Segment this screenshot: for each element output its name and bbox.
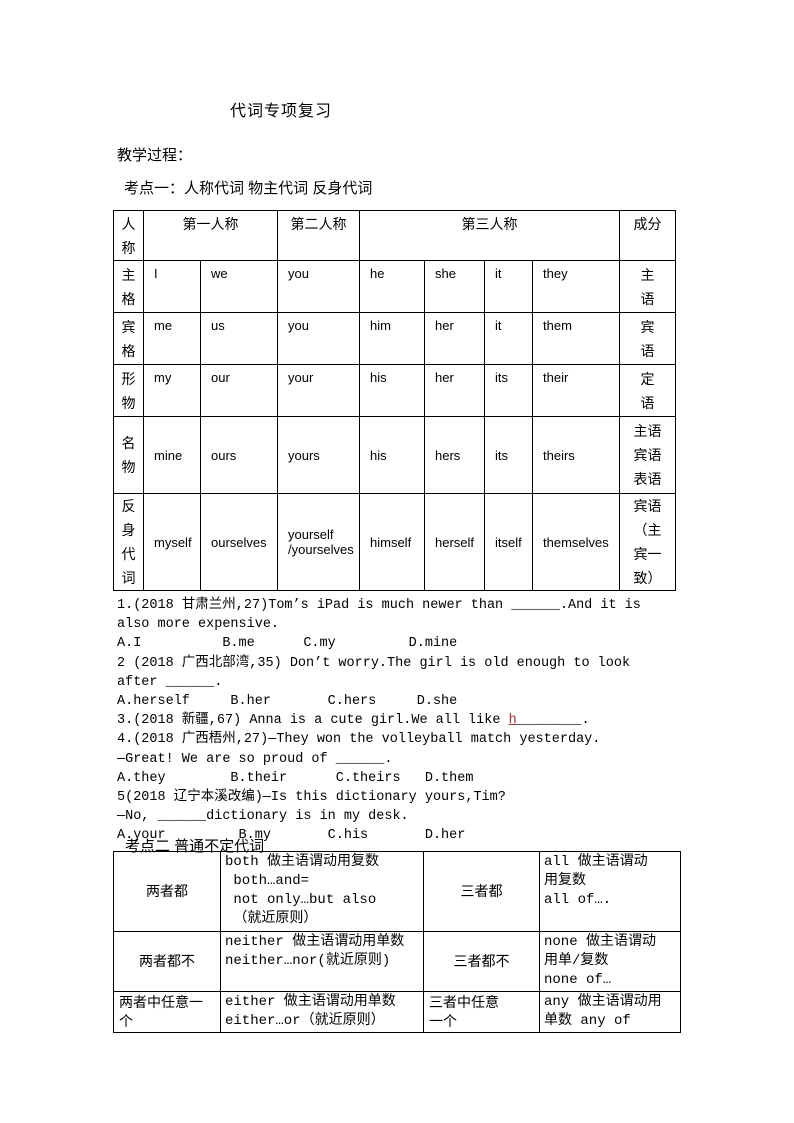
question-line: 2 (2018 广西北部湾,35) Don’t worry.The girl i… — [117, 655, 631, 671]
answer-options-line: A.your B.my C.his D.her — [117, 828, 466, 844]
pronoun-cell: it — [484, 312, 533, 365]
pronoun-cell: us — [200, 312, 278, 365]
pronoun-cell: her — [424, 364, 485, 417]
question-line: 1.(2018 甘肃兰州,27)Tom’s iPad is much newer… — [117, 598, 641, 613]
pronoun-cell: mine — [143, 416, 201, 494]
table-row: 两者中任意一 个 either 做主语谓动用单数 either…or（就近原则）… — [113, 991, 681, 1033]
header-first-person: 第一人称 — [143, 210, 278, 261]
question-line: 5(2018 辽宁本溪改编)—Is this dictionary yours,… — [117, 789, 506, 805]
question-line: 4.(2018 广西梧州,27)—They won the volleyball… — [117, 732, 601, 748]
row-label: 主 格 — [113, 260, 144, 313]
role-cell: 定 语 — [619, 364, 676, 417]
rule-cell: both 做主语谓动用复数 both…and= not only…but als… — [220, 851, 424, 932]
question-text: . — [581, 713, 590, 729]
rule-cell: none 做主语谓动 用单/复数 none of… — [539, 931, 681, 992]
pronoun-cell: itself — [484, 493, 533, 591]
pronoun-cell: hers — [424, 416, 485, 494]
pronoun-cell: you — [277, 260, 360, 313]
term-cell: 三者都 — [423, 851, 540, 932]
teaching-process-label: 教学过程： — [117, 147, 193, 164]
blank-line: ________ — [516, 713, 582, 729]
rule-cell: neither 做主语谓动用单数 neither…nor(就近原则) — [220, 931, 424, 992]
pronoun-cell: yours — [277, 416, 360, 494]
pronoun-cell: you — [277, 312, 360, 365]
term-cell: 三者中任意 一个 — [423, 991, 540, 1033]
pronoun-cell: ours — [200, 416, 278, 494]
pronoun-cell: his — [359, 364, 425, 417]
term-cell: 两者都 — [113, 851, 221, 932]
table-row: 宾 格 me us you him her it them 宾 语 — [113, 312, 676, 365]
pronoun-cell: him — [359, 312, 425, 365]
table-row: 两者都不 neither 做主语谓动用单数 neither…nor(就近原则) … — [113, 931, 681, 992]
answer-options-line: A.they B.their C.theirs D.them — [117, 770, 474, 786]
pronoun-cell: my — [143, 364, 201, 417]
pronoun-cell: myself — [143, 493, 201, 591]
pronoun-cell: me — [143, 312, 201, 365]
row-label: 宾 格 — [113, 312, 144, 365]
term-cell: 两者中任意一 个 — [113, 991, 221, 1033]
pronoun-cell: she — [424, 260, 485, 313]
pronoun-cell: ourselves — [200, 493, 278, 591]
pronoun-cell: their — [532, 364, 620, 417]
heading-point-2: 考点二 普通不定代词 — [125, 838, 265, 855]
term-cell: 两者都不 — [113, 931, 221, 992]
question-line: 3.(2018 新疆,67) Anna is a cute girl.We al… — [117, 711, 677, 730]
pronoun-cell: her — [424, 312, 485, 365]
role-cell: 宾语 （主 宾一 致） — [619, 493, 676, 591]
header-third-person: 第三人称 — [359, 210, 620, 261]
rule-cell: any 做主语谓动用 单数 any of — [539, 991, 681, 1033]
table-row: 两者都 both 做主语谓动用复数 both…and= not only…but… — [113, 851, 681, 932]
table-header-row: 人 称 第一人称 第二人称 第三人称 成分 — [113, 210, 676, 261]
question-line: —No, ______dictionary is in my desk. — [117, 809, 409, 825]
pronoun-cell: it — [484, 260, 533, 313]
table-row: 名 物 mine ours yours his hers its theirs … — [113, 416, 676, 494]
table-row: 反 身 代 词 myself ourselves yourself /yours… — [113, 493, 676, 591]
pronoun-cell: them — [532, 312, 620, 365]
pronoun-cell: I — [143, 260, 201, 313]
row-label: 形 物 — [113, 364, 144, 417]
personal-pronoun-table: 人 称 第一人称 第二人称 第三人称 成分 主 格 I we you he sh… — [113, 210, 676, 591]
rule-cell: all 做主语谓动 用复数 all of…. — [539, 851, 681, 932]
answer-options-line: A.I B.me C.my D.mine — [117, 636, 458, 652]
question-line: also more expensive. — [117, 617, 280, 633]
indefinite-pronoun-table: 两者都 both 做主语谓动用复数 both…and= not only…but… — [113, 851, 681, 1033]
question-line: after ______. — [117, 674, 223, 690]
role-cell: 主 语 — [619, 260, 676, 313]
pronoun-cell: our — [200, 364, 278, 417]
pronoun-cell: himself — [359, 493, 425, 591]
pronoun-cell: we — [200, 260, 278, 313]
question-line: —Great! We are so proud of ______. — [117, 751, 393, 767]
rule-cell: either 做主语谓动用单数 either…or（就近原则） — [220, 991, 424, 1033]
pronoun-cell: its — [484, 364, 533, 417]
question-text: 3.(2018 新疆,67) Anna is a cute girl.We al… — [117, 713, 509, 729]
role-cell: 宾 语 — [619, 312, 676, 365]
document-title: 代词专项复习 — [230, 103, 333, 120]
table-row: 形 物 my our your his her its their 定 语 — [113, 364, 676, 417]
row-label: 反 身 代 词 — [113, 493, 144, 591]
exercise-questions: 1.(2018 甘肃兰州,27)Tom’s iPad is much newer… — [117, 596, 677, 845]
pronoun-cell: he — [359, 260, 425, 313]
term-cell: 三者都不 — [423, 931, 540, 992]
pronoun-cell: yourself /yourselves — [277, 493, 360, 591]
pronoun-cell: his — [359, 416, 425, 494]
pronoun-cell: its — [484, 416, 533, 494]
pronoun-cell: theirs — [532, 416, 620, 494]
pronoun-cell: themselves — [532, 493, 620, 591]
pronoun-cell: they — [532, 260, 620, 313]
header-second-person: 第二人称 — [277, 210, 360, 261]
header-role: 成分 — [619, 210, 676, 261]
row-label: 名 物 — [113, 416, 144, 494]
pronoun-cell: herself — [424, 493, 485, 591]
highlighted-letter: h — [508, 713, 517, 729]
header-person: 人 称 — [113, 210, 144, 261]
role-cell: 主语 宾语 表语 — [619, 416, 676, 494]
answer-options-line: A.herself B.her C.hers D.she — [117, 693, 458, 709]
pronoun-cell: your — [277, 364, 360, 417]
table-row: 主 格 I we you he she it they 主 语 — [113, 260, 676, 313]
heading-point-1: 考点一：人称代词 物主代词 反身代词 — [124, 180, 373, 197]
